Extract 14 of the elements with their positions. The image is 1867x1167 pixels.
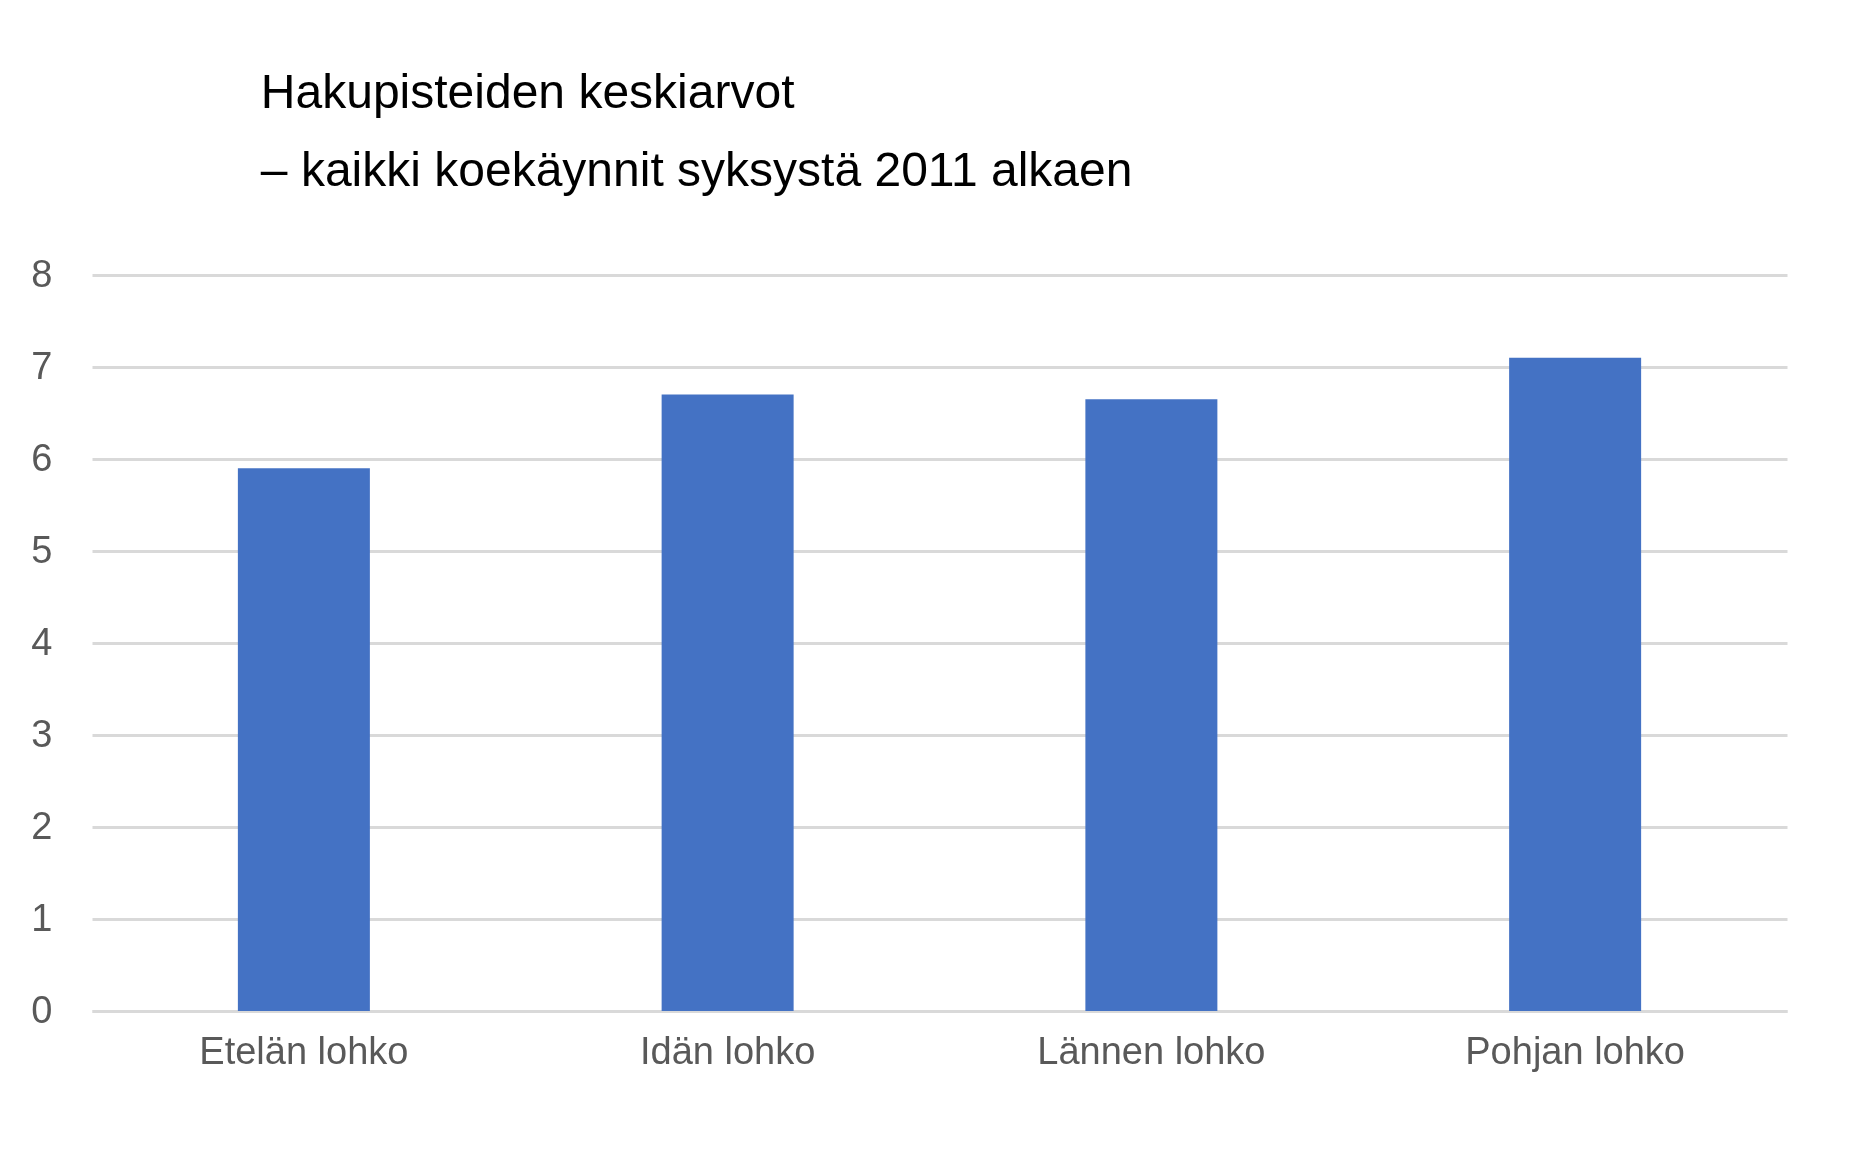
y-tick-label: 1 xyxy=(31,896,53,939)
y-tick-label: 6 xyxy=(31,436,53,479)
y-tick-label: 5 xyxy=(31,528,53,571)
x-tick-label: Lännen lohko xyxy=(1037,1029,1266,1072)
y-tick-label: 8 xyxy=(31,252,53,295)
y-tick-label: 4 xyxy=(31,620,53,663)
y-tick-label: 0 xyxy=(31,988,53,1031)
y-tick-label: 7 xyxy=(31,344,53,387)
x-tick-label: Pohjan lohko xyxy=(1465,1029,1685,1072)
y-tick-label: 2 xyxy=(31,804,53,847)
x-tick-label: Idän lohko xyxy=(639,1029,816,1072)
chart-title: Hakupisteiden keskiarvot – kaikki koekäynnit syksystä 2011 alkaen xyxy=(260,65,1133,196)
y-tick-label: 3 xyxy=(31,712,53,755)
x-tick-label: Etelän lohko xyxy=(199,1029,409,1072)
